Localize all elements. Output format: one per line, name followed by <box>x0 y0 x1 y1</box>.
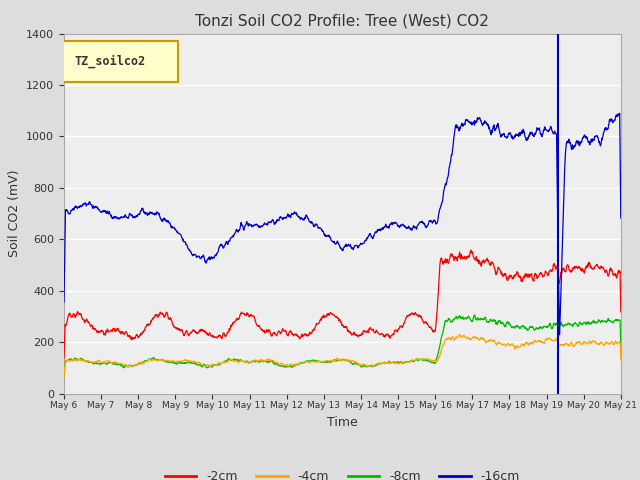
Text: TZ_soilco2: TZ_soilco2 <box>74 55 145 68</box>
Legend: -2cm, -4cm, -8cm, -16cm: -2cm, -4cm, -8cm, -16cm <box>160 465 525 480</box>
Y-axis label: Soil CO2 (mV): Soil CO2 (mV) <box>8 170 20 257</box>
Title: Tonzi Soil CO2 Profile: Tree (West) CO2: Tonzi Soil CO2 Profile: Tree (West) CO2 <box>195 13 490 28</box>
X-axis label: Time: Time <box>327 416 358 429</box>
FancyBboxPatch shape <box>61 41 178 82</box>
